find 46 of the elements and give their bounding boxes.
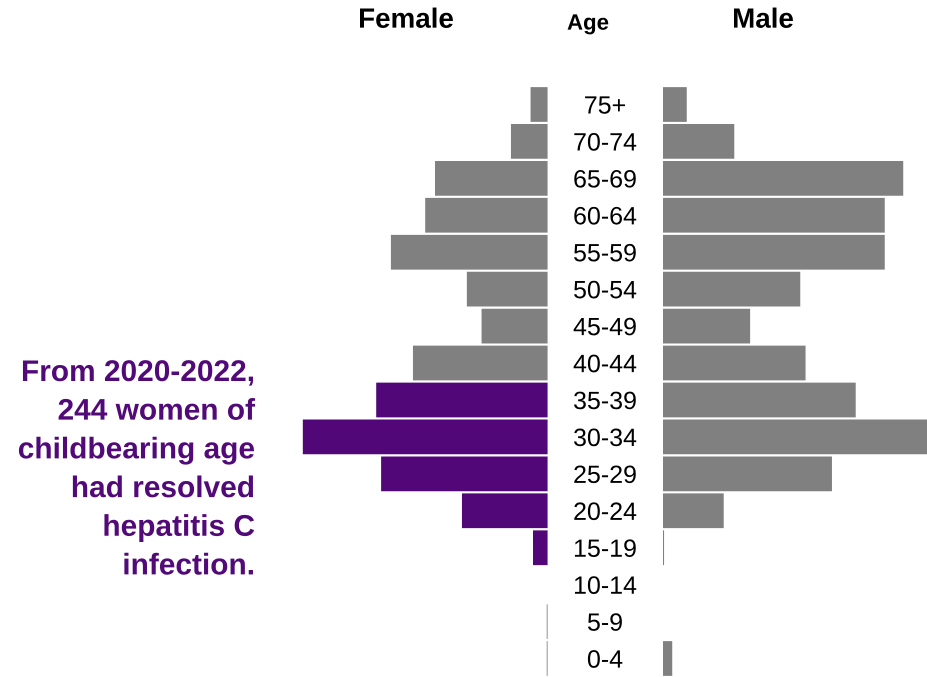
y-tick-label: 55-59 — [574, 244, 636, 262]
bar — [390, 234, 548, 270]
y-tick-label: 70-74 — [574, 133, 636, 151]
bar — [663, 198, 885, 233]
bar — [530, 87, 548, 122]
y-tick-label: 10-14 — [574, 576, 636, 594]
bar — [663, 346, 806, 380]
y-tick-label: 75+ — [585, 96, 625, 114]
bar — [663, 493, 724, 528]
bar — [302, 420, 548, 454]
y-tick-label: 35-39 — [574, 392, 636, 410]
bar — [663, 456, 832, 492]
bar — [381, 456, 548, 492]
bar — [435, 160, 548, 196]
text: From 2020-2022, 244 women of childbearing age had resolved hepatitis C infection. — [18, 360, 256, 575]
y-tick-label: 30-34 — [574, 428, 636, 446]
bar — [412, 346, 548, 380]
bar — [482, 308, 548, 344]
bar — [663, 87, 687, 122]
bar — [663, 160, 904, 196]
y-tick-label: 40-44 — [574, 354, 636, 372]
bar — [425, 198, 548, 233]
bar — [663, 641, 672, 676]
bar — [663, 234, 885, 270]
y-tick-label: 45-49 — [574, 318, 636, 336]
bar — [376, 382, 548, 418]
y-tick-label: 65-69 — [574, 170, 636, 188]
bar — [510, 124, 548, 159]
y-axis-title: Age — [568, 14, 608, 34]
y-tick-label: 15-19 — [574, 539, 636, 558]
bar — [663, 124, 734, 159]
bar — [466, 272, 548, 307]
y-tick-label: 60-64 — [574, 206, 636, 225]
y-tick-label: 50-54 — [574, 280, 636, 298]
bar — [663, 382, 856, 418]
chart-title: Male — [734, 8, 793, 28]
y-tick-label: 20-24 — [574, 502, 636, 520]
y-tick-label: 0-4 — [588, 650, 622, 668]
bar — [462, 493, 548, 528]
bar — [663, 420, 927, 454]
bar — [663, 272, 800, 307]
y-tick-label: 25-29 — [574, 465, 636, 484]
chart-title: Female — [360, 8, 453, 28]
bar — [533, 530, 548, 566]
bar — [663, 308, 750, 344]
y-tick-label: 5-9 — [588, 613, 622, 631]
